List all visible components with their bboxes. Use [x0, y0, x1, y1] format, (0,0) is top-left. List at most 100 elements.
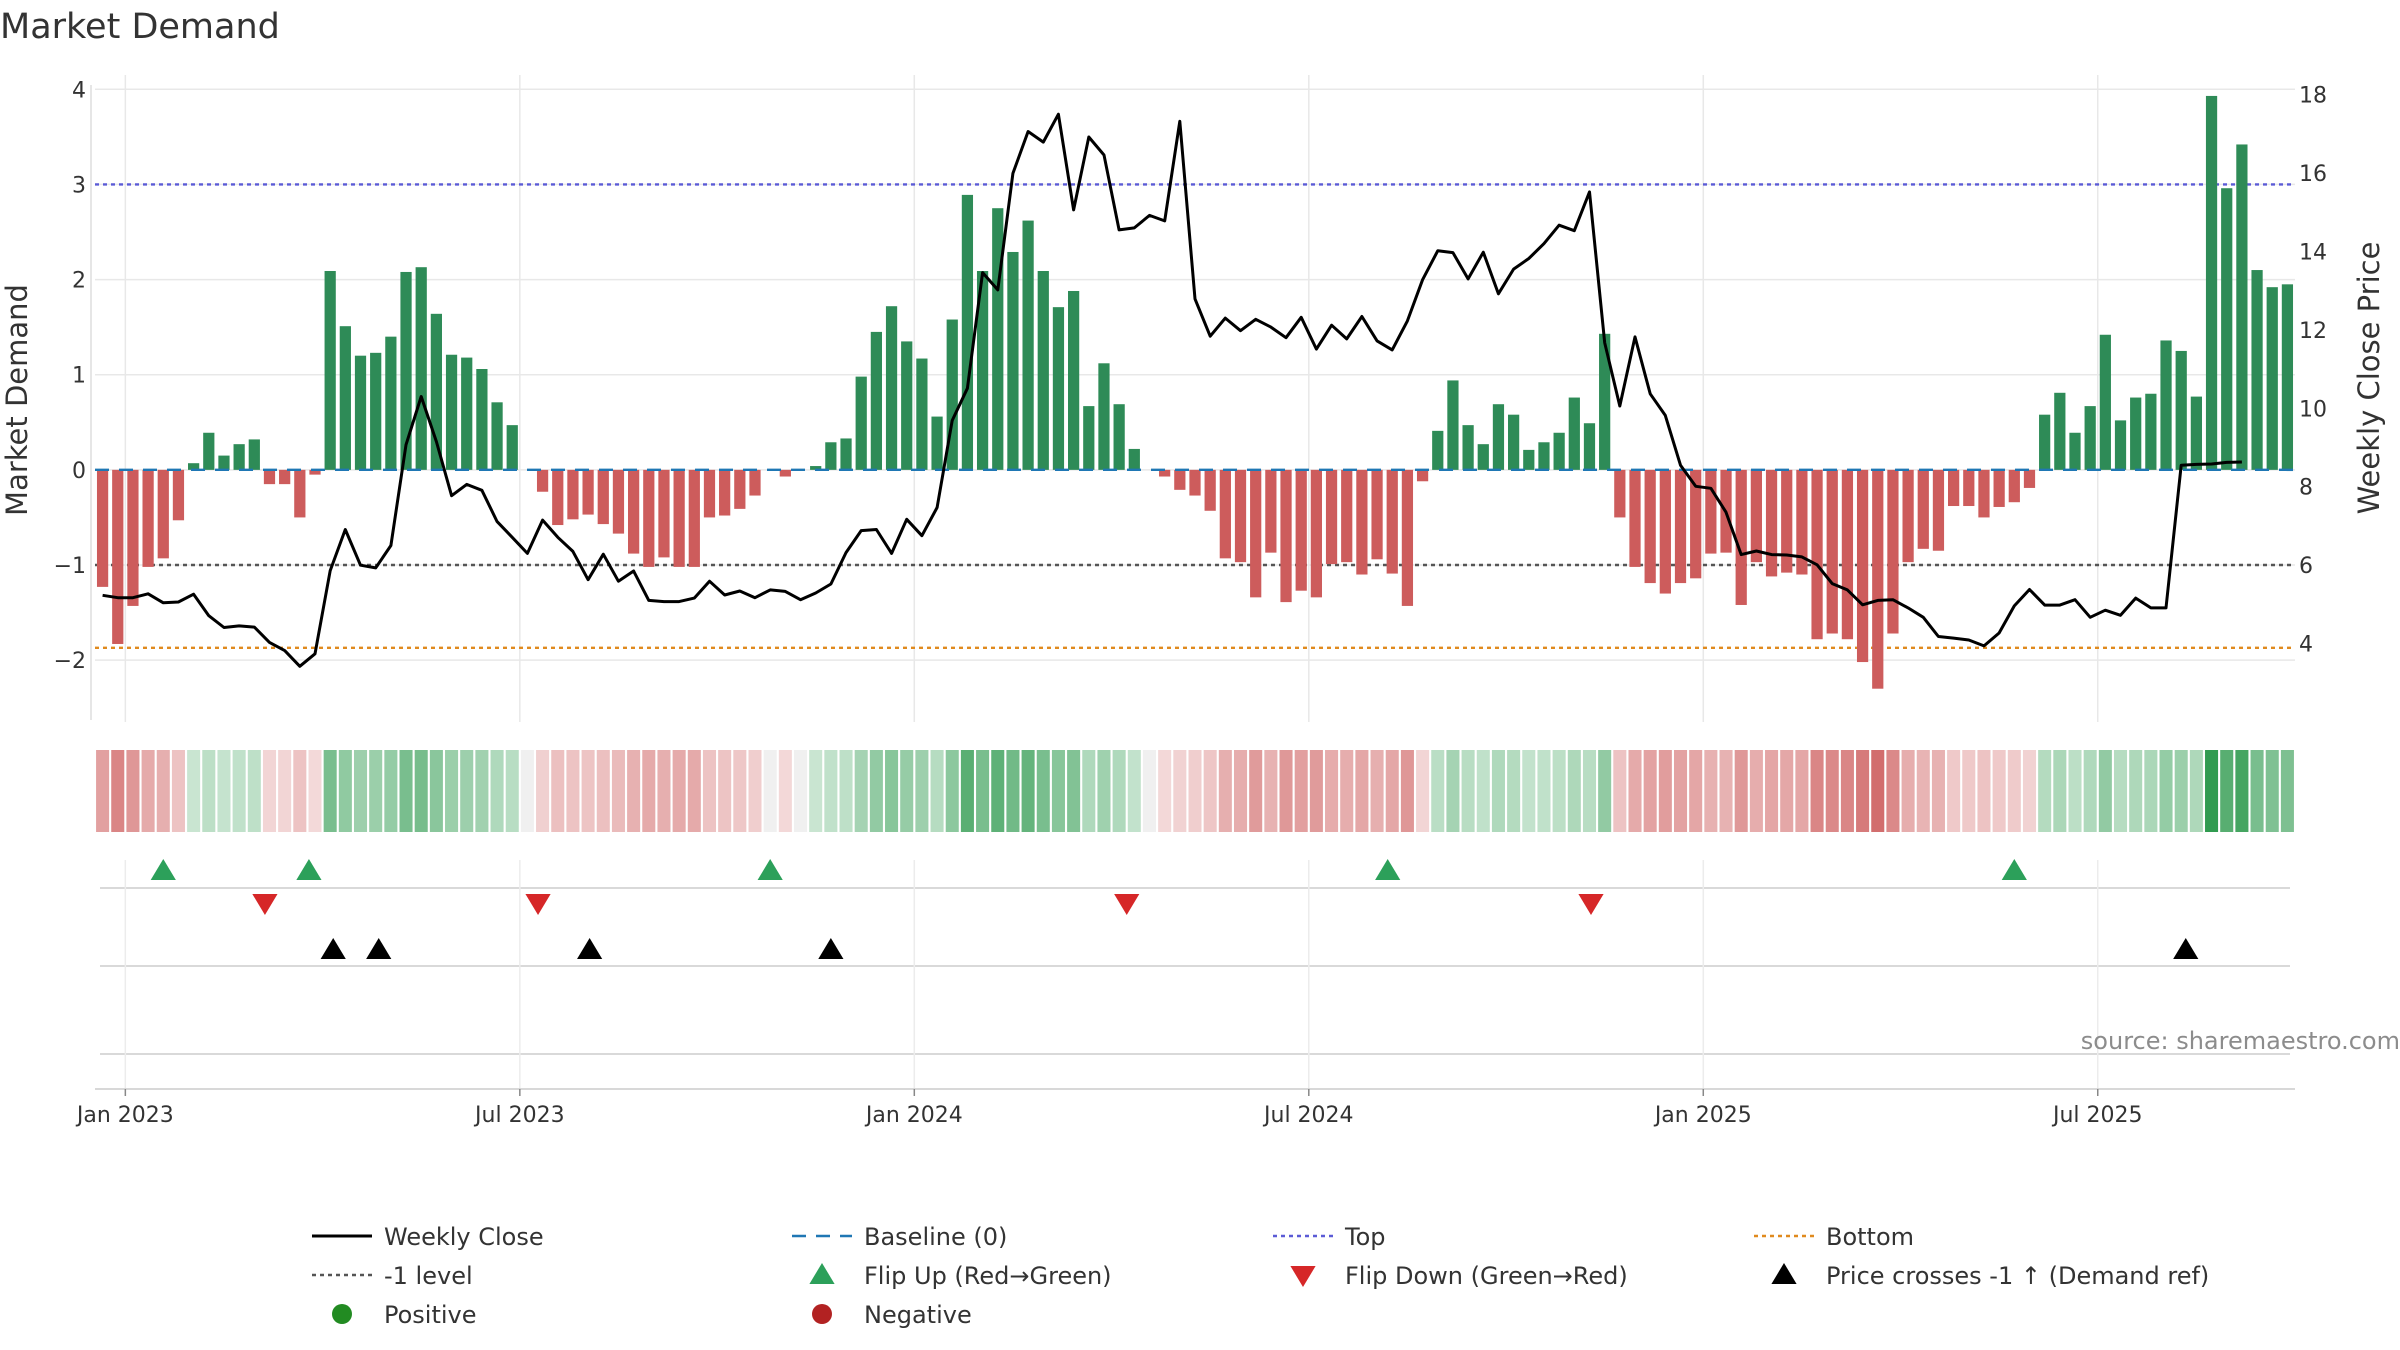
- heat-cell: [1021, 750, 1035, 832]
- heat-cell: [778, 750, 792, 832]
- positive-bar: [476, 369, 488, 470]
- negative-bar: [1993, 469, 2005, 507]
- negative-bar: [142, 469, 154, 567]
- positive-bar: [2281, 284, 2294, 470]
- heat-cell: [1082, 750, 1096, 832]
- heat-cell: [96, 750, 110, 832]
- price-cross-marker: [577, 938, 603, 959]
- heat-cell: [869, 750, 883, 832]
- positive-bar: [2190, 396, 2202, 470]
- positive-bar: [2160, 340, 2172, 470]
- negative-bar: [628, 469, 640, 554]
- heat-cell: [566, 750, 580, 832]
- heat-cell: [1598, 750, 1612, 832]
- x-tick-label: Jul 2023: [473, 1103, 565, 1128]
- negative-bar: [172, 469, 185, 521]
- heat-cell: [1582, 750, 1597, 832]
- heat-cell: [1294, 750, 1308, 832]
- heat-cell: [232, 750, 246, 832]
- heat-cell: [1233, 750, 1248, 832]
- left-tick-label: 1: [72, 364, 86, 389]
- legend-flip-up-red-green-swatch: [809, 1263, 835, 1284]
- heat-cell: [156, 750, 170, 832]
- flip-down-marker: [1114, 894, 1140, 915]
- flip-up-marker: [757, 859, 783, 880]
- heat-cell: [2038, 750, 2052, 832]
- positive-bar: [1583, 423, 1596, 470]
- negative-bar: [1705, 469, 1717, 554]
- heat-cell: [1552, 750, 1566, 832]
- positive-bar: [2221, 188, 2233, 470]
- positive-bar: [1523, 449, 1535, 470]
- flip-down-marker: [525, 894, 551, 915]
- positive-bar: [946, 319, 958, 470]
- heat-cell: [490, 750, 504, 832]
- heat-cell: [672, 750, 686, 832]
- heat-cell: [111, 750, 125, 832]
- positive-bar: [1068, 290, 1080, 470]
- positive-bar: [885, 306, 898, 470]
- heat-cell: [460, 750, 474, 832]
- heat-cell: [976, 750, 990, 832]
- legend-negative-swatch: [812, 1304, 832, 1324]
- heat-cell: [171, 750, 185, 832]
- price-cross-marker: [818, 938, 844, 959]
- negative-bar: [1174, 469, 1186, 490]
- right-tick-label: 4: [2299, 633, 2313, 658]
- legend-top-label: Top: [1344, 1223, 1386, 1251]
- negative-bar: [1735, 469, 1747, 605]
- positive-bar: [1462, 425, 1474, 470]
- heat-cell: [2174, 750, 2188, 832]
- heat-cell: [1613, 750, 1627, 832]
- heat-cell: [1446, 750, 1460, 832]
- positive-bar: [1553, 432, 1565, 470]
- heat-cell: [1097, 750, 1111, 832]
- heat-cell: [1188, 750, 1202, 832]
- heat-cell: [1400, 750, 1414, 832]
- negative-bar: [1250, 469, 1262, 598]
- negative-bar: [1765, 469, 1778, 577]
- positive-bar: [1052, 307, 1065, 470]
- positive-bar: [2039, 414, 2051, 470]
- positive-bar: [2069, 432, 2081, 470]
- heat-cell: [247, 750, 261, 832]
- x-tick-label: Jan 2024: [864, 1103, 963, 1128]
- heat-cell: [1522, 750, 1536, 832]
- heat-cell: [930, 750, 944, 832]
- positive-bar: [2236, 144, 2248, 470]
- negative-bar: [1887, 469, 1899, 634]
- heat-cell: [809, 750, 823, 832]
- heat-cell: [338, 750, 352, 832]
- legend-positive-label: Positive: [384, 1301, 477, 1329]
- heat-cell: [202, 750, 216, 832]
- left-tick-label: 2: [72, 269, 86, 294]
- positive-bar: [2266, 287, 2278, 470]
- source-attribution: source: sharemaestro.com: [2081, 1027, 2400, 1055]
- positive-bar: [339, 326, 351, 470]
- heat-cell: [1916, 750, 1930, 832]
- heat-cell: [642, 750, 656, 832]
- right-tick-label: 14: [2299, 240, 2327, 265]
- heat-cell: [505, 750, 519, 832]
- heat-cell: [1476, 750, 1490, 832]
- heat-cell: [399, 750, 413, 832]
- heat-cell: [1264, 750, 1278, 832]
- heat-cell: [2220, 750, 2234, 832]
- heat-cell: [1158, 750, 1172, 832]
- legend: Weekly Close Baseline (0) Top Bottom -1 leve…: [312, 1223, 2209, 1329]
- negative-bar: [1659, 469, 1671, 594]
- negative-bar: [567, 469, 579, 520]
- heat-cell: [2068, 750, 2082, 832]
- positive-bar: [1113, 404, 1125, 470]
- negative-bar: [1856, 469, 1869, 663]
- left-axis-label: Market Demand: [0, 284, 34, 516]
- negative-bar: [1614, 469, 1626, 518]
- negative-bar: [1674, 469, 1687, 584]
- negative-bar: [1386, 469, 1398, 574]
- negative-bar: [1932, 469, 1945, 551]
- heat-cell: [2235, 750, 2249, 832]
- heat-cell: [1279, 750, 1293, 832]
- x-axis-ticks: Jan 2023 Jul 2023 Jan 2024 Jul 2024 Jan 2025…: [75, 1089, 2143, 1128]
- positive-bar: [2145, 393, 2157, 470]
- left-tick-label: 4: [72, 78, 86, 103]
